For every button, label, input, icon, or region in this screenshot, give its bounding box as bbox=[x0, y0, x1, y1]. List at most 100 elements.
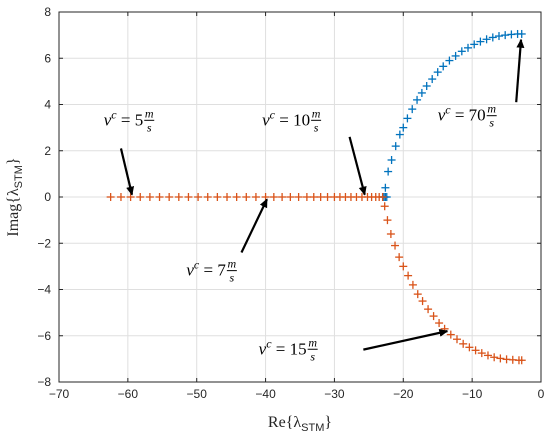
annotation-eq: = 15 bbox=[272, 339, 307, 358]
data-point bbox=[384, 167, 393, 176]
data-point bbox=[213, 193, 222, 201]
y-tick-label: 2 bbox=[44, 144, 51, 158]
annotation-arrow bbox=[240, 198, 268, 253]
annotation-sup: c bbox=[111, 107, 117, 121]
data-point bbox=[424, 305, 433, 314]
x-tick-label: −40 bbox=[255, 387, 276, 401]
data-point bbox=[309, 193, 318, 201]
annotation: vc = 70 ms bbox=[438, 38, 525, 130]
data-point bbox=[494, 32, 503, 41]
y-tick-label: −6 bbox=[37, 329, 51, 343]
annotation-denominator: s bbox=[489, 116, 494, 130]
data-point bbox=[278, 193, 287, 201]
annotation-label: vc = 70 bbox=[438, 103, 486, 125]
annotation-sup: c bbox=[270, 107, 276, 121]
x-tick-label: −70 bbox=[49, 387, 70, 401]
x-tick-label: −50 bbox=[187, 387, 208, 401]
data-point bbox=[501, 31, 510, 40]
data-point bbox=[251, 193, 260, 201]
data-point bbox=[269, 193, 278, 201]
data-point bbox=[184, 193, 193, 201]
annotation-sup: c bbox=[445, 103, 451, 117]
data-point bbox=[165, 193, 174, 201]
annotation-var: v bbox=[438, 106, 446, 125]
annotation-denominator: s bbox=[314, 120, 319, 134]
data-point bbox=[323, 193, 332, 201]
y-tick-label: 8 bbox=[44, 5, 51, 19]
data-point bbox=[106, 193, 115, 201]
data-point bbox=[482, 35, 491, 44]
data-point bbox=[428, 75, 437, 84]
data-point bbox=[488, 33, 497, 42]
annotation-var: v bbox=[186, 261, 194, 280]
annotation-label: vc = 5 bbox=[104, 107, 143, 129]
data-point bbox=[435, 319, 444, 328]
x-axis-label-main: Re{λ bbox=[268, 414, 301, 431]
annotation: vc = 10 ms bbox=[262, 106, 367, 196]
data-point bbox=[145, 193, 154, 201]
annotation-eq: = 10 bbox=[275, 110, 310, 129]
y-tick-label: −2 bbox=[37, 236, 51, 250]
data-point bbox=[470, 40, 479, 49]
x-tick-label: 0 bbox=[538, 387, 545, 401]
data-point bbox=[383, 216, 392, 225]
x-tick-label: −10 bbox=[462, 387, 483, 401]
annotation-denominator: s bbox=[147, 120, 152, 134]
annotation-denominator: s bbox=[230, 271, 235, 285]
y-axis-label: Imag{λSTM} bbox=[5, 157, 25, 236]
annotation-eq: = 70 bbox=[451, 106, 486, 125]
data-point bbox=[452, 335, 461, 344]
data-point bbox=[387, 156, 396, 164]
y-axis-ticks: −8 −6 −4 −2 0 2 4 6 8 bbox=[37, 5, 541, 389]
data-point bbox=[413, 95, 422, 104]
data-point bbox=[242, 193, 251, 201]
annotation-eq: = 7 bbox=[199, 261, 226, 280]
x-axis-label-sub: STM bbox=[301, 422, 324, 434]
data-point bbox=[490, 353, 499, 362]
data-point bbox=[404, 271, 413, 280]
data-point bbox=[203, 193, 212, 201]
data-point bbox=[445, 56, 454, 65]
data-point bbox=[459, 339, 468, 348]
annotation-sup: c bbox=[266, 336, 272, 350]
annotation-label: vc = 7 bbox=[186, 258, 226, 280]
data-point bbox=[477, 349, 486, 358]
annotation-eq: = 5 bbox=[117, 110, 144, 129]
x-axis-label: Re{λSTM} bbox=[268, 414, 332, 434]
data-point bbox=[378, 193, 387, 201]
annotation-arrow bbox=[515, 38, 525, 103]
y-tick-label: 4 bbox=[44, 98, 51, 112]
data-point bbox=[399, 262, 408, 271]
data-point bbox=[413, 290, 422, 299]
data-point bbox=[136, 193, 145, 201]
data-point bbox=[302, 193, 311, 201]
data-point bbox=[232, 193, 241, 201]
annotation-denominator: s bbox=[310, 349, 315, 363]
data-point bbox=[433, 68, 442, 77]
data-point bbox=[286, 193, 295, 201]
data-point bbox=[294, 193, 303, 201]
annotation-var: v bbox=[262, 110, 270, 129]
x-axis-label-close: } bbox=[324, 414, 332, 431]
annotation-numerator: m bbox=[145, 106, 154, 120]
annotation-arrow bbox=[119, 148, 135, 196]
annotation-numerator: m bbox=[308, 335, 317, 349]
data-point bbox=[391, 241, 400, 250]
data-point bbox=[395, 130, 404, 139]
annotation-var: v bbox=[259, 339, 267, 358]
annotation: vc = 7 ms bbox=[186, 198, 268, 285]
data-point bbox=[174, 193, 183, 201]
annotation-numerator: m bbox=[228, 257, 237, 271]
data-point bbox=[496, 354, 505, 363]
annotation-arrow bbox=[348, 136, 367, 196]
data-point bbox=[483, 351, 492, 360]
data-point bbox=[451, 51, 460, 60]
y-tick-label: −8 bbox=[37, 375, 51, 389]
annotation: vc = 15 ms bbox=[259, 328, 449, 363]
data-point bbox=[391, 142, 400, 151]
data-point bbox=[417, 88, 426, 97]
y-axis-label-main: Imag{λ bbox=[5, 188, 22, 237]
y-tick-label: 6 bbox=[44, 51, 51, 65]
data-point bbox=[380, 202, 389, 211]
